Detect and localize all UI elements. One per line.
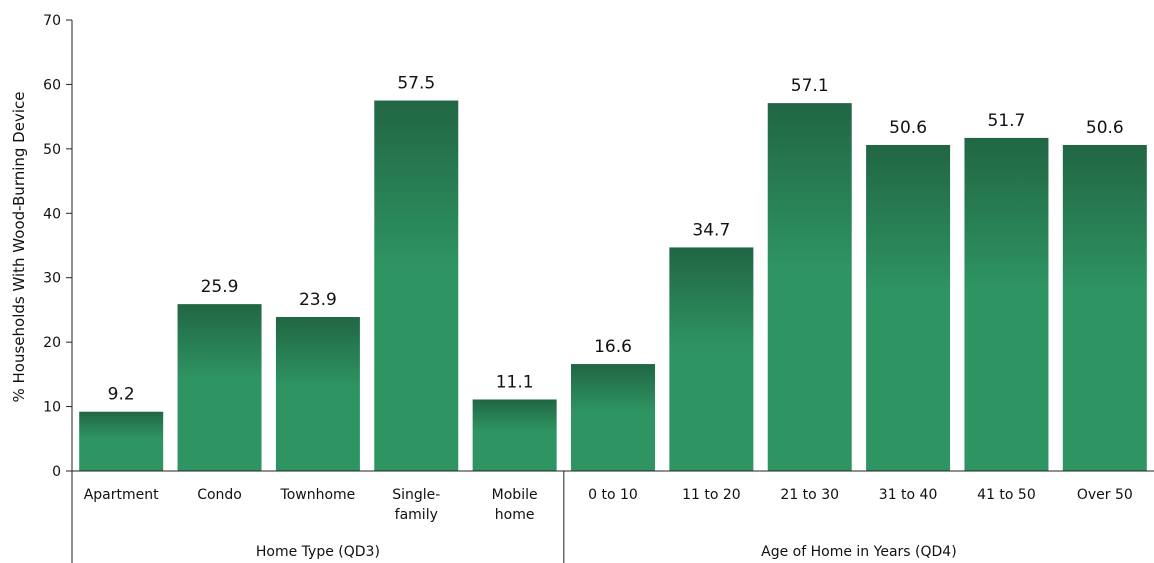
x-tick-label: Mobile home bbox=[492, 487, 538, 523]
y-tick-label: 20 bbox=[43, 335, 61, 351]
group-label: Home Type (QD3) bbox=[256, 544, 380, 560]
bar bbox=[79, 411, 164, 471]
bar-value-label: 57.1 bbox=[791, 76, 829, 96]
x-tick-label: Single-family bbox=[392, 487, 440, 523]
bar-value-label: 23.9 bbox=[299, 290, 337, 310]
y-tick-label: 0 bbox=[52, 464, 61, 480]
y-tick-label: 70 bbox=[43, 13, 61, 29]
y-tick-label: 60 bbox=[43, 77, 61, 93]
x-tick-label: 31 to 40 bbox=[879, 487, 938, 503]
bar-value-label: 57.5 bbox=[397, 74, 435, 94]
bar-value-label: 11.1 bbox=[496, 372, 534, 392]
bar bbox=[669, 247, 754, 471]
bar bbox=[866, 144, 951, 471]
y-tick-label: 30 bbox=[43, 271, 61, 287]
bar-value-label: 16.6 bbox=[594, 337, 632, 357]
bar-value-label: 34.7 bbox=[692, 220, 730, 240]
bar-value-label: 9.2 bbox=[108, 385, 135, 405]
bar bbox=[1062, 144, 1147, 471]
bar bbox=[571, 364, 655, 471]
bar bbox=[964, 137, 1049, 471]
x-tick-label: 0 to 10 bbox=[588, 487, 638, 503]
bars: 9.2 25.9 23.9 57.5 11.1 16.6 34.7 57.1 50.6 51.7 5… bbox=[79, 74, 1147, 472]
x-tick-label: 21 to 30 bbox=[780, 487, 839, 503]
bar bbox=[374, 100, 459, 472]
bar-value-label: 50.6 bbox=[1086, 118, 1124, 138]
bar-value-label: 50.6 bbox=[889, 118, 927, 138]
y-tick-label: 40 bbox=[43, 206, 61, 222]
x-tick-label: 11 to 20 bbox=[682, 487, 741, 503]
y-tick-label: 50 bbox=[43, 142, 61, 158]
bar-value-label: 51.7 bbox=[988, 111, 1026, 131]
x-tick-label: Condo bbox=[197, 487, 242, 503]
x-tick-label: Apartment bbox=[84, 487, 159, 503]
y-axis: 0 10 20 30 40 50 60 70 bbox=[43, 13, 73, 480]
x-tick-label: 41 to 50 bbox=[977, 487, 1036, 503]
bar-value-label: 25.9 bbox=[201, 277, 239, 297]
bar bbox=[767, 103, 852, 471]
bar bbox=[177, 304, 262, 471]
x-tick-label: Over 50 bbox=[1077, 487, 1133, 503]
y-axis-label: % Households With Wood-Burning Device bbox=[10, 92, 28, 403]
x-tick-label: Townhome bbox=[280, 487, 356, 503]
x-axis: Apartment Condo Townhome Single-family Mobil… bbox=[71, 470, 1154, 563]
bar bbox=[275, 317, 360, 471]
bar bbox=[472, 399, 557, 471]
y-tick-label: 10 bbox=[43, 400, 61, 416]
group-label: Age of Home in Years (QD4) bbox=[761, 544, 957, 560]
